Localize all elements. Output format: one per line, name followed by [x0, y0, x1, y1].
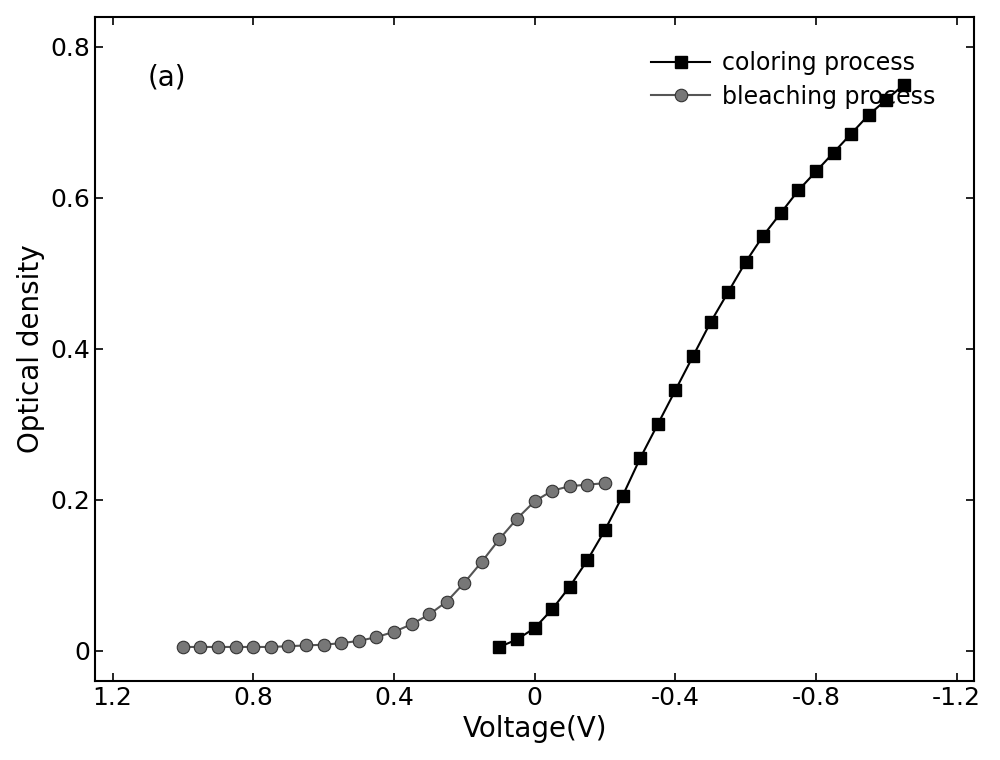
- bleaching process: [423, 610, 435, 619]
- coloring process: [757, 231, 769, 240]
- coloring process: [740, 258, 752, 267]
- bleaching process: [546, 486, 558, 496]
- coloring process: [634, 454, 646, 463]
- coloring process: [669, 386, 681, 395]
- X-axis label: Voltage(V): Voltage(V): [462, 715, 607, 743]
- coloring process: [722, 287, 734, 296]
- bleaching process: [370, 632, 382, 641]
- bleaching process: [493, 534, 505, 543]
- coloring process: [687, 352, 699, 361]
- coloring process: [617, 492, 629, 501]
- coloring process: [792, 185, 804, 195]
- Line: bleaching process: bleaching process: [177, 477, 611, 653]
- bleaching process: [194, 642, 206, 651]
- bleaching process: [564, 482, 576, 491]
- bleaching process: [441, 597, 453, 606]
- bleaching process: [177, 642, 189, 651]
- coloring process: [898, 80, 910, 89]
- coloring process: [529, 623, 541, 632]
- coloring process: [599, 525, 611, 534]
- Text: (a): (a): [148, 63, 186, 91]
- bleaching process: [529, 497, 541, 506]
- bleaching process: [335, 638, 347, 648]
- bleaching process: [300, 641, 312, 650]
- bleaching process: [265, 642, 277, 651]
- coloring process: [775, 208, 787, 217]
- coloring process: [511, 635, 523, 644]
- coloring process: [863, 110, 875, 119]
- Legend: coloring process, bleaching process: coloring process, bleaching process: [642, 42, 945, 118]
- bleaching process: [511, 514, 523, 523]
- bleaching process: [458, 578, 470, 587]
- coloring process: [581, 556, 593, 565]
- bleaching process: [212, 642, 224, 651]
- bleaching process: [599, 479, 611, 488]
- coloring process: [546, 605, 558, 614]
- coloring process: [493, 642, 505, 651]
- bleaching process: [230, 642, 242, 651]
- coloring process: [828, 148, 840, 157]
- coloring process: [564, 582, 576, 591]
- bleaching process: [318, 640, 330, 649]
- bleaching process: [247, 642, 259, 651]
- Y-axis label: Optical density: Optical density: [17, 245, 45, 453]
- bleaching process: [406, 619, 418, 629]
- coloring process: [810, 167, 822, 176]
- bleaching process: [581, 480, 593, 489]
- coloring process: [845, 129, 857, 138]
- bleaching process: [476, 557, 488, 566]
- bleaching process: [353, 636, 365, 645]
- Line: coloring process: coloring process: [494, 79, 910, 653]
- bleaching process: [282, 641, 294, 651]
- coloring process: [652, 420, 664, 429]
- bleaching process: [388, 627, 400, 636]
- coloring process: [880, 95, 892, 104]
- coloring process: [705, 318, 717, 327]
